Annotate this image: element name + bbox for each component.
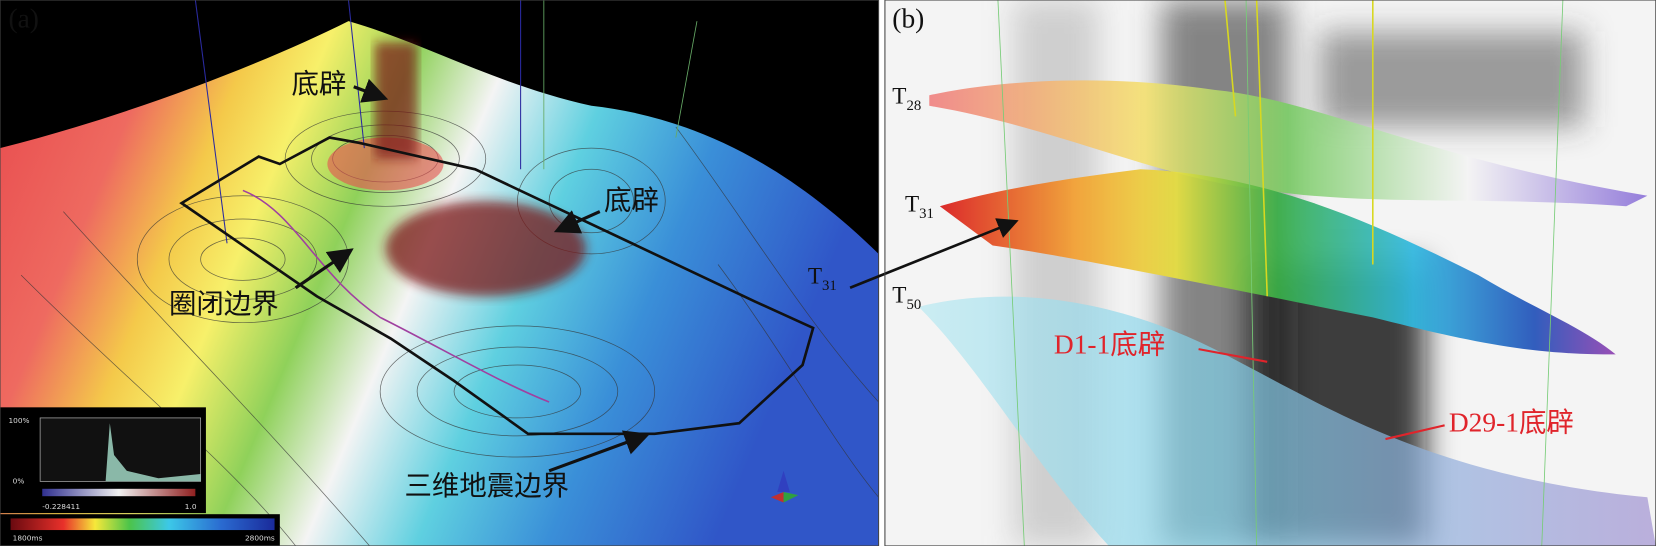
colorbar (10, 518, 275, 531)
wells (194, 0, 522, 244)
horizon-letter: T (892, 283, 906, 309)
seismic-boundary (179, 136, 815, 436)
annotation: D1-1底辟 (1054, 329, 1165, 359)
arrow (353, 78, 389, 103)
arrow (548, 430, 651, 473)
horizon-t31 (939, 169, 1616, 355)
diapir-body (385, 201, 587, 297)
histogram (100, 423, 201, 482)
hist-y-max: 100% (8, 416, 29, 425)
horizon-letter: T (808, 264, 822, 290)
arrow (553, 210, 601, 234)
trap-boundary (242, 189, 550, 403)
horizon-subscript: 50 (907, 297, 922, 313)
arrow (294, 248, 354, 290)
colorbar-max: 2800ms (245, 534, 275, 543)
compass (770, 470, 799, 503)
horizon-letter: T (905, 192, 919, 218)
pointer (1198, 348, 1268, 363)
horizon-label: T50 (892, 283, 921, 313)
horizon-t50 (918, 296, 1656, 546)
horizon-label: T31 (905, 192, 934, 222)
horizon-label: T31 (808, 264, 837, 294)
panel-label: (b) (892, 3, 924, 33)
diapir-body (374, 42, 418, 159)
horizon-subscript: 28 (907, 98, 922, 114)
arrow (849, 218, 1019, 290)
wells (1224, 0, 1374, 297)
horizon-subscript: 31 (822, 278, 837, 294)
panel-label: (a) (8, 3, 38, 33)
horizon-letter: T (892, 84, 906, 110)
horizon-subscript: 31 (919, 206, 934, 222)
wells (543, 0, 698, 170)
hist-x-min: -0.228411 (42, 502, 80, 511)
colorbar-min: 1800ms (13, 534, 43, 543)
hist-y-min: 0% (13, 476, 25, 485)
annotation: 圈闭边界 (169, 289, 279, 319)
annotation: 三维地震边界 (404, 471, 569, 501)
pointer (1385, 424, 1445, 441)
volume-frame (997, 0, 1564, 546)
annotation: D29-1底辟 (1449, 408, 1574, 438)
histogram-colorbar (42, 488, 196, 497)
horizon-label: T28 (892, 84, 921, 114)
horizon-t28 (929, 80, 1648, 207)
hist-x-max: 1.0 (185, 502, 197, 511)
annotation: 底辟 (291, 69, 346, 99)
annotation: 底辟 (604, 185, 659, 215)
